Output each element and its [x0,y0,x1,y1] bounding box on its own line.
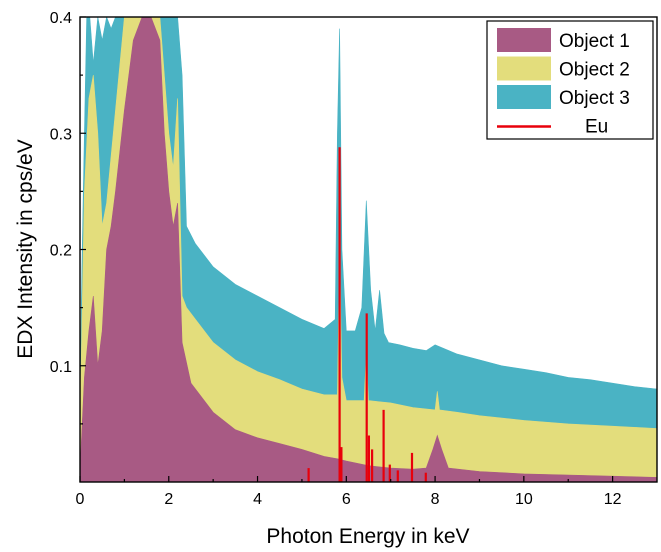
y-axis: 0.1 0.2 0.3 0.4 [50,10,86,425]
y-tick-label: 0.1 [50,359,72,376]
y-tick-label: 0.3 [50,126,72,143]
legend-swatch-object-2 [497,56,551,81]
series-area-object-1 [80,17,657,482]
x-tick-label: 0 [76,491,85,508]
x-tick-label: 10 [515,491,533,508]
legend-label-object-2: Object 2 [559,60,630,81]
y-tick-label: 0.4 [50,10,72,27]
eu-reference-lines [307,147,427,482]
legend-label-eu: Eu [585,117,608,138]
x-axis: 0 2 4 6 8 10 12 [76,476,622,508]
x-tick-label: 4 [253,491,262,508]
y-axis-title: EDX Intensity in cps/eV [14,139,37,358]
x-tick-label: 6 [342,491,351,508]
x-tick-label: 8 [431,491,440,508]
x-tick-label: 12 [604,491,622,508]
legend-label-object-3: Object 3 [559,88,630,109]
x-tick-label: 2 [164,491,173,508]
y-tick-label: 0.2 [50,243,72,260]
series-layer [80,17,657,482]
legend-swatch-object-1 [497,28,551,52]
legend-label-object-1: Object 1 [559,31,630,52]
legend-swatch-object-3 [497,85,551,109]
x-axis-title: Photon Energy in keV [266,525,469,548]
legend: Object 1 Object 2 Object 3 Eu [486,20,654,140]
series-area-object-2 [80,17,657,482]
